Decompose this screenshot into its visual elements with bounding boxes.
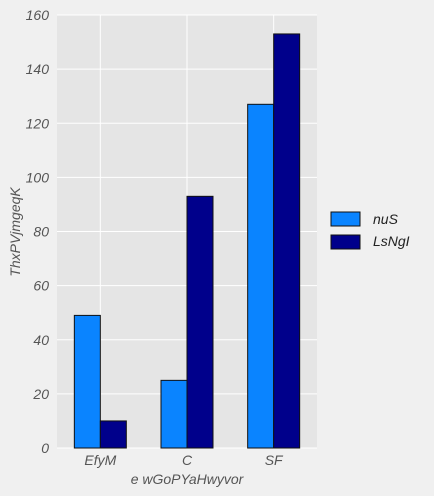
y-tick-label: 80 [33, 224, 49, 240]
x-tick-label: C [182, 452, 193, 468]
y-tick-label: 0 [41, 440, 49, 456]
y-tick-label: 140 [26, 61, 50, 77]
y-tick-label: 60 [33, 278, 49, 294]
bar-lsngi-c [186, 195, 214, 449]
y-axis-title: ThxPVjmgeqK [7, 187, 23, 277]
y-tick-label: 160 [26, 7, 50, 23]
legend: nuS LsNgI [330, 211, 410, 250]
legend-swatch-nus [330, 211, 361, 227]
y-axis-ticks: 0 20 40 60 80 100 120 140 160 [26, 7, 50, 456]
x-axis-title: e wGoPYaHwyvor [131, 471, 245, 487]
bar-lsngi-efym [99, 420, 127, 449]
x-axis-ticks: EfyM C SF [84, 452, 284, 468]
legend-swatch-lsngi [330, 234, 361, 250]
bar-nus-c [160, 379, 188, 449]
bar-nus-sf [247, 103, 275, 449]
bar-nus-efym [73, 314, 101, 449]
legend-label-nus: nuS [373, 211, 399, 227]
y-tick-label: 20 [32, 386, 49, 402]
y-tick-label: 40 [33, 332, 49, 348]
bar-lsngi-sf [273, 33, 301, 449]
y-tick-label: 100 [26, 169, 50, 185]
x-tick-label: EfyM [84, 452, 116, 468]
legend-label-lsngi: LsNgI [373, 233, 410, 249]
bars [73, 33, 301, 449]
y-tick-label: 120 [26, 115, 50, 131]
x-tick-label: SF [265, 452, 284, 468]
